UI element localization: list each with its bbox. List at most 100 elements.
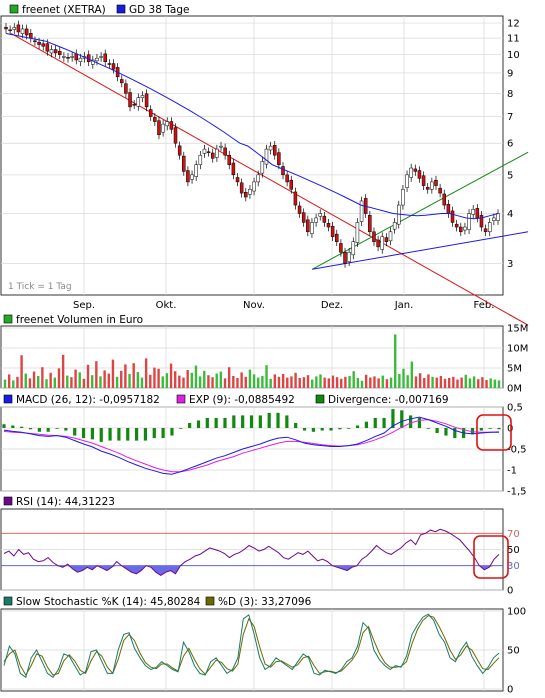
macd-hist-bar-8 (73, 428, 77, 436)
candle-body-0 (4, 26, 8, 30)
volume-bar-50 (211, 377, 214, 388)
volume-panel: freenet Volumen in Euro 15M 10M 5M 0M (0, 314, 528, 395)
candle-82 (343, 247, 347, 268)
price-tick-6: 6 (507, 139, 513, 150)
price-tick-7: 5 (507, 170, 513, 181)
volume-bar-24 (103, 370, 106, 388)
volume-bar-6 (28, 378, 32, 388)
volume-bar-29 (124, 364, 127, 388)
candle-body-92 (384, 237, 389, 242)
macd-hist-bar-13 (117, 428, 121, 441)
volume-bar-86 (360, 380, 364, 388)
candle-116 (483, 224, 488, 237)
x-tick-3: Dez. (321, 300, 343, 311)
volume-bar-59 (248, 369, 252, 388)
macd-hist-bar-16 (143, 428, 148, 441)
volume-bar-52 (219, 371, 223, 388)
stochastic-panel: Slow Stochastic %K (14): 45,80284 %D (3)… (0, 596, 526, 696)
macd-hist-bar-23 (205, 417, 209, 428)
candle-body-91 (380, 236, 384, 250)
candle-body-30 (128, 92, 132, 108)
candle-88 (368, 210, 372, 237)
volume-bar-93 (389, 377, 393, 388)
volume-bar-18 (78, 372, 81, 388)
candle-body-35 (148, 109, 153, 117)
candle-36 (153, 113, 157, 126)
macd-hist-bar-17 (152, 428, 156, 439)
candle-98 (409, 163, 413, 182)
macd-hist-bar-11 (99, 428, 103, 442)
macd-hist-bar-5 (46, 428, 50, 432)
macd-hist-bar-20 (179, 428, 183, 429)
volume-bar-30 (128, 374, 131, 388)
volume-bar-83 (348, 376, 351, 388)
candle-28 (120, 75, 124, 88)
macd-hist-bar-48 (426, 428, 430, 429)
volume-bar-62 (261, 376, 264, 388)
candle-13 (57, 46, 62, 60)
candle-26 (111, 59, 116, 74)
candle-body-26 (111, 63, 116, 70)
candle-body-36 (153, 117, 157, 122)
tick-note: 1 Tick = 1 Tag (8, 282, 72, 292)
candle-49 (206, 147, 211, 157)
price-tick-0: 12 (507, 19, 520, 30)
candle-body-78 (326, 223, 331, 228)
candle-59 (248, 185, 252, 199)
macd-hist-bar-36 (320, 428, 324, 431)
candle-68 (285, 170, 289, 187)
candle-body-11 (49, 49, 54, 54)
candle-34 (144, 89, 149, 112)
price-y-ticks: 12 11 10 9 8 7 6 5 4 3 (507, 19, 520, 270)
macd-hist-bar-12 (108, 428, 112, 441)
candle-61 (256, 170, 260, 187)
candle-50 (210, 148, 215, 163)
candle-body-28 (120, 79, 124, 84)
candle-body-70 (293, 191, 298, 206)
volume-bar-39 (165, 373, 169, 388)
macd-hist-bar-10 (90, 428, 94, 440)
candle-body-103 (430, 181, 434, 190)
macd-tick-2: -0,5 (507, 445, 527, 456)
rsi-tick-2: 30 (507, 561, 520, 572)
candle-7 (33, 36, 37, 46)
candle-102 (425, 183, 430, 194)
volume-bar-10 (45, 379, 48, 388)
volume-y-ticks: 15M 10M 5M 0M (507, 324, 528, 395)
candle-body-94 (392, 222, 397, 230)
macd-hist-bar-25 (223, 417, 227, 428)
candle-46 (194, 160, 198, 181)
rsi-panel: RSI (14): 44,31223 70 50 30 0 (0, 496, 520, 597)
candle-42 (177, 141, 182, 160)
candle-body-53 (223, 147, 227, 156)
volume-bar-85 (356, 378, 360, 388)
volume-bar-113 (472, 376, 476, 388)
macd-hist-bar-14 (126, 428, 130, 441)
candle-76 (318, 209, 322, 221)
candle-body-114 (475, 208, 480, 219)
macd-hist-bar-40 (355, 425, 360, 428)
volume-bar-54 (227, 367, 231, 388)
candle-97 (405, 170, 409, 192)
candle-body-117 (487, 222, 492, 233)
candle-69 (289, 175, 294, 194)
volume-bar-75 (315, 376, 318, 388)
volume-bar-80 (335, 377, 339, 388)
candle-body-67 (281, 166, 285, 176)
volume-bar-11 (49, 372, 52, 388)
candle-body-76 (318, 213, 322, 217)
candle-body-16 (70, 56, 74, 58)
candle-83 (347, 247, 351, 267)
macd-hist-bar-21 (188, 422, 192, 428)
stoch-d-legend-label: %D (3): 33,27096 (218, 596, 312, 608)
candle-81 (339, 239, 343, 257)
volume-bar-106 (443, 378, 447, 388)
volume-bar-114 (477, 379, 480, 388)
volume-bar-47 (198, 376, 202, 388)
candle-118 (492, 213, 496, 226)
candle-body-10 (45, 43, 50, 52)
volume-bar-92 (385, 379, 389, 388)
candle-25 (107, 59, 112, 68)
volume-bar-95 (398, 374, 401, 388)
